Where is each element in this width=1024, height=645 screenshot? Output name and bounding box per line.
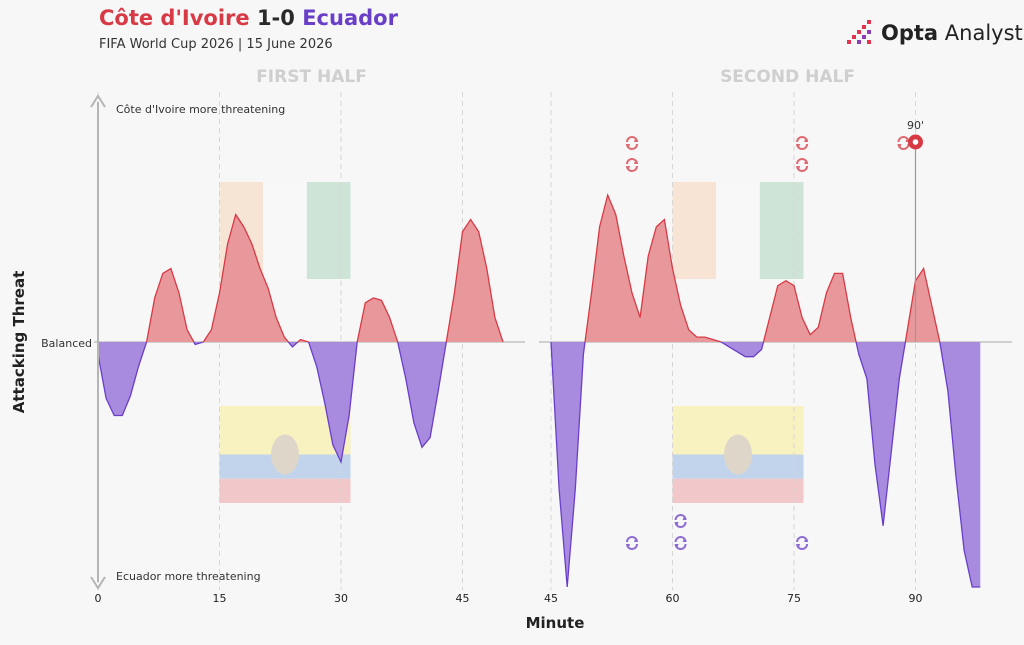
- sub-arrow-bottom: [796, 543, 809, 550]
- sub-arrow-head: [682, 539, 687, 542]
- sub-arrow-top: [897, 136, 910, 143]
- x-tick-label: 45: [456, 592, 470, 605]
- ecuador-flag-second-half: [672, 406, 804, 503]
- sub-arrow-head: [796, 144, 801, 147]
- x-tick-label: 0: [95, 592, 102, 605]
- sub-arrow-head: [626, 166, 630, 169]
- brand-bold: Opta: [881, 21, 939, 45]
- goal-ball-icon-center: [912, 139, 919, 145]
- top-axis-label: Côte d'Ivoire more threatening: [116, 103, 285, 116]
- y-axis-arrow-up: [90, 94, 106, 108]
- cote-divoire-flag-second-half: [672, 182, 804, 279]
- sub-arrow-top: [626, 136, 638, 143]
- half-label: SECOND HALF: [720, 67, 855, 87]
- flag-stripe-green: [759, 182, 804, 279]
- flag-stripe-white: [263, 182, 307, 279]
- opta-analyst-logo: Opta Analyst: [845, 16, 1023, 50]
- away-team-name: Ecuador: [302, 6, 398, 30]
- flag-stripe-yellow: [672, 406, 804, 455]
- substitution-icon: [674, 514, 687, 528]
- x-tick-label: 60: [666, 592, 680, 605]
- chart-subtitle: FIFA World Cup 2026 | 15 June 2026: [99, 37, 333, 52]
- flag-stripe-white: [716, 182, 760, 279]
- flag-stripe-green: [306, 182, 351, 279]
- sub-arrow-top: [796, 136, 809, 143]
- away-threat-line: [97, 342, 503, 465]
- x-tick-label: 30: [334, 592, 348, 605]
- sub-arrow-head: [682, 517, 687, 520]
- substitution-icon: [626, 536, 638, 550]
- x-tick-label: 75: [787, 592, 801, 605]
- brand-name: Opta Analyst: [881, 21, 1023, 45]
- sub-arrow-head: [634, 161, 638, 164]
- sub-arrow-top: [796, 536, 809, 543]
- sub-arrow-top: [626, 536, 638, 543]
- sub-arrow-head: [796, 544, 801, 547]
- sub-arrow-head: [804, 539, 809, 542]
- ecuador-flag-first-half: [219, 406, 351, 503]
- sub-arrow-head: [674, 522, 679, 525]
- sub-arrow-bottom: [626, 143, 638, 150]
- y-axis-title: Attacking Threat: [10, 271, 28, 414]
- y-axis-arrow-down: [90, 576, 106, 590]
- sub-arrow-head: [634, 539, 638, 542]
- substitution-icon: [796, 136, 809, 150]
- home-threat-line: [145, 213, 504, 342]
- half-label: FIRST HALF: [256, 67, 367, 87]
- flag-stripe-red: [219, 478, 351, 503]
- home-team-name: Côte d'Ivoire: [99, 6, 250, 30]
- sub-arrow-bottom: [626, 543, 638, 550]
- away-threat-area: [551, 342, 981, 587]
- flag-emblem: [271, 434, 299, 475]
- sub-arrow-head: [796, 166, 801, 169]
- match-score: 1-0: [256, 6, 295, 30]
- sub-arrow-bottom: [796, 143, 809, 150]
- substitution-icon: [626, 136, 638, 150]
- goal-minute-label: 90': [907, 119, 924, 132]
- sub-arrow-bottom: [626, 165, 638, 172]
- substitution-icon: [796, 158, 809, 172]
- sub-arrow-top: [796, 158, 809, 165]
- brand-light: Analyst: [944, 21, 1023, 45]
- substitution-icon: [674, 536, 687, 550]
- home-threat-area: [551, 195, 981, 342]
- sub-arrow-head: [804, 139, 809, 142]
- sub-arrow-head: [674, 544, 679, 547]
- sub-arrow-head: [634, 139, 638, 142]
- sub-arrow-top: [674, 514, 687, 521]
- substitution-icon: [897, 136, 910, 150]
- flag-stripe-orange: [672, 182, 717, 279]
- sub-arrow-head: [905, 139, 910, 142]
- flag-emblem: [724, 434, 752, 475]
- bottom-axis-label: Ecuador more threatening: [116, 570, 261, 583]
- opta-logo-icon: [847, 20, 871, 44]
- flag-stripe-blue: [219, 454, 351, 479]
- sub-arrow-bottom: [897, 143, 910, 150]
- home-threat-line: [551, 192, 941, 342]
- flag-stripe-red: [672, 478, 804, 503]
- sub-arrow-top: [626, 158, 638, 165]
- x-axis-title: Minute: [526, 614, 585, 632]
- sub-arrow-head: [626, 544, 630, 547]
- substitution-icon: [626, 158, 638, 172]
- sub-arrow-head: [897, 144, 902, 147]
- sub-arrow-top: [674, 536, 687, 543]
- away-threat-area: [98, 342, 503, 463]
- flag-stripe-blue: [672, 454, 804, 479]
- home-threat-area: [98, 214, 503, 342]
- x-tick-label: 15: [213, 592, 227, 605]
- substitution-icon: [796, 536, 809, 550]
- sub-arrow-head: [626, 144, 630, 147]
- sub-arrow-bottom: [796, 165, 809, 172]
- sub-arrow-bottom: [674, 543, 687, 550]
- sub-arrow-bottom: [674, 521, 687, 528]
- x-tick-label: 45: [544, 592, 558, 605]
- x-tick-label: 90: [909, 592, 923, 605]
- chart-title: Côte d'Ivoire 1-0 Ecuador: [99, 6, 398, 30]
- sub-arrow-head: [804, 161, 809, 164]
- balanced-label: Balanced: [41, 337, 92, 350]
